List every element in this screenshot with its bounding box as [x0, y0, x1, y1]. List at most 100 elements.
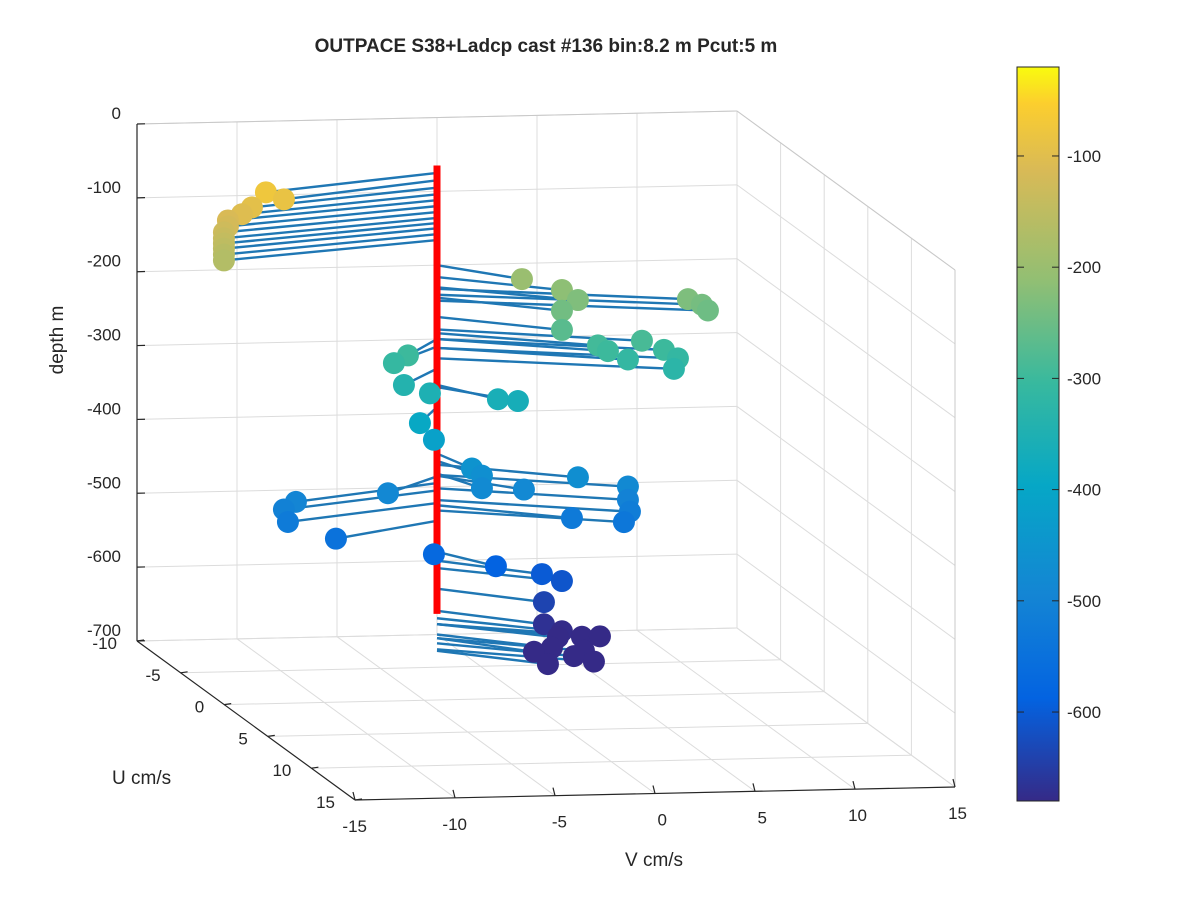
velocity-vector [283, 489, 438, 511]
v-tick-mark [952, 778, 956, 788]
data-point [696, 299, 719, 322]
data-point [532, 613, 555, 636]
grid-line [736, 184, 956, 345]
data-point [486, 388, 509, 411]
data-point [566, 289, 589, 312]
u-tick-mark [354, 798, 363, 801]
data-point [616, 348, 639, 371]
velocity-vector [227, 199, 438, 222]
colorbar-tick-label: -100 [1067, 147, 1101, 166]
box-edge [736, 110, 956, 271]
velocity-vector [436, 637, 535, 653]
z-tick-label: -300 [87, 326, 121, 345]
v-tick-mark [852, 781, 856, 790]
velocity-vector [436, 504, 573, 520]
z-tick-label: -200 [87, 252, 121, 271]
chart-title: OUTPACE S38+Ladcp cast #136 bin:8.2 m Pc… [315, 36, 778, 57]
data-point [510, 268, 533, 291]
velocity-vector [436, 264, 523, 281]
u-tick-label: 0 [195, 698, 204, 717]
velocity-vector [287, 501, 438, 524]
colorbar-tick-label: -200 [1067, 258, 1101, 277]
data-point [630, 329, 653, 352]
u-tick-mark [180, 671, 188, 674]
z-tick-label: -700 [87, 621, 121, 640]
grid-line [224, 691, 825, 706]
grid-line [736, 479, 956, 640]
v-tick-label: 0 [658, 811, 667, 830]
velocity-vector [436, 498, 630, 513]
data-point [612, 511, 635, 534]
grid-line [736, 553, 956, 714]
z-tick-label: 0 [112, 104, 121, 123]
velocity-vector [436, 328, 642, 342]
u-tick-mark [224, 703, 232, 706]
velocity-vector [223, 227, 438, 250]
data-point [512, 478, 535, 501]
grid-line [180, 659, 781, 674]
colorbar-tick-label: -300 [1067, 369, 1101, 388]
data-point [662, 357, 685, 380]
data-point [532, 591, 555, 614]
velocity-vector [223, 238, 438, 262]
u-tick-label: 15 [316, 793, 335, 812]
u-axis-line [136, 640, 356, 801]
v-tick-mark [752, 783, 756, 792]
data-point [550, 279, 573, 302]
colorbar-tick-label: -600 [1067, 703, 1101, 722]
colorbar-ticks: -100 -200 -300 -400 -500 -600 [1017, 147, 1101, 722]
data-point [562, 645, 585, 668]
data-point [536, 653, 559, 676]
data-point [272, 188, 295, 211]
data-point [212, 249, 235, 272]
velocity-vector [223, 210, 438, 234]
velocity-vector [436, 296, 563, 312]
data-point [566, 466, 589, 489]
y-axis-label: U cm/s [112, 768, 171, 789]
u-tick-label: 10 [272, 761, 291, 780]
v-tick-mark [452, 789, 456, 798]
velocity-vector [436, 275, 563, 292]
z-tick-label: -400 [87, 399, 121, 418]
z-tick-label: -500 [87, 473, 121, 492]
colorbar-tick-label: -500 [1067, 592, 1101, 611]
grid-line [267, 722, 868, 737]
velocity-vector [436, 463, 579, 479]
velocity-vector [227, 204, 438, 228]
velocity-vector [436, 315, 563, 332]
data-point [418, 382, 441, 405]
velocity-vector [223, 216, 438, 240]
u-tick-mark [311, 766, 319, 769]
data-point [550, 570, 573, 593]
v-tick-mark [652, 785, 656, 794]
data-point [560, 507, 583, 530]
velocity-vector [436, 509, 625, 524]
x-axis-label: V cm/s [625, 850, 683, 871]
u-tick-label: 5 [238, 729, 247, 748]
data-point [422, 543, 445, 566]
colorbar [1016, 66, 1060, 802]
grid-line [736, 332, 956, 492]
v-tick-label: 10 [848, 806, 867, 825]
tick-labels: 0-100-200-300-400-500-600-700-10-5051015… [87, 104, 967, 836]
colorbar-tick-label: -400 [1067, 481, 1101, 500]
u-tick-mark [136, 639, 145, 642]
grid-line [636, 629, 856, 790]
box-edge [136, 110, 738, 125]
data-point [276, 510, 299, 533]
data-point [550, 318, 573, 341]
velocity-vector [223, 232, 438, 256]
data-point [408, 412, 431, 435]
velocity-vector [436, 337, 609, 353]
axis-frame [136, 123, 956, 801]
v-tick-label: 5 [758, 808, 767, 827]
v-tick-label: -5 [552, 813, 567, 832]
grid-line [736, 406, 956, 566]
data-point [376, 482, 399, 505]
velocity-vector [223, 221, 438, 245]
data-point [596, 340, 619, 363]
data-point [382, 352, 405, 375]
data-point [550, 299, 573, 322]
data-point [392, 374, 415, 397]
velocity-vector [265, 171, 438, 194]
